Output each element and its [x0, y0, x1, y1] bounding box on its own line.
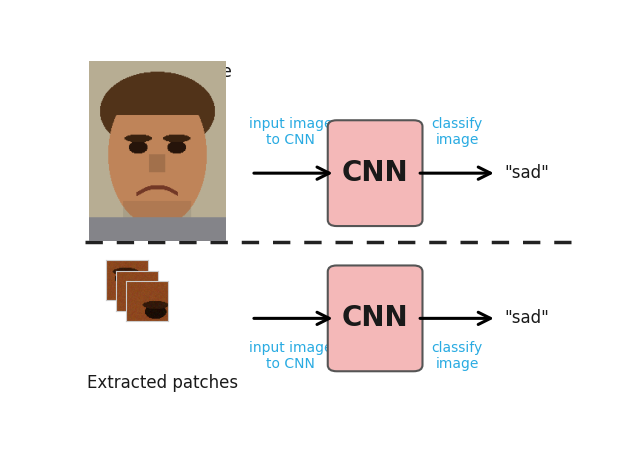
Text: classify
image: classify image — [431, 341, 483, 371]
FancyBboxPatch shape — [328, 120, 422, 226]
Text: CNN: CNN — [342, 159, 408, 187]
Text: Original image: Original image — [110, 62, 232, 80]
Text: input image
to CNN: input image to CNN — [249, 341, 333, 371]
FancyBboxPatch shape — [328, 265, 422, 371]
Text: classify
image: classify image — [431, 117, 483, 147]
Text: "sad": "sad" — [504, 164, 549, 182]
Text: CNN: CNN — [342, 304, 408, 332]
Text: "sad": "sad" — [504, 309, 549, 327]
Text: Extracted patches: Extracted patches — [88, 374, 239, 392]
Text: input image
to CNN: input image to CNN — [249, 117, 333, 147]
